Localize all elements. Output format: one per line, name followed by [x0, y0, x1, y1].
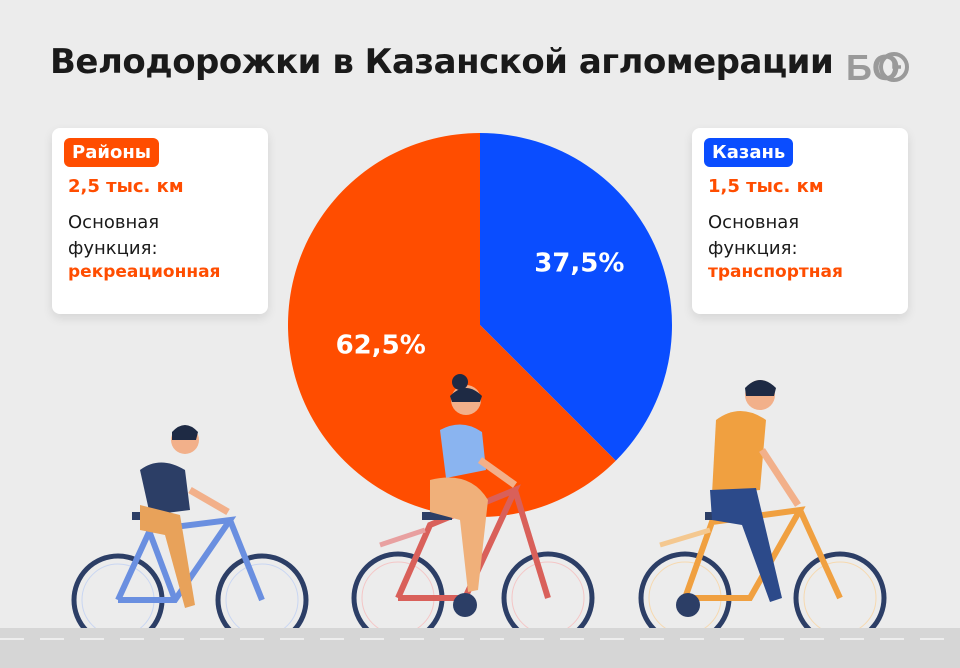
length-kazan: 1,5 тыс. км	[708, 176, 824, 197]
function-kazan: транспортная	[708, 262, 843, 282]
function-districts: рекреационная	[68, 262, 221, 282]
desc-kazan: Основная функция:	[708, 210, 799, 262]
desc-line2: функция:	[68, 238, 158, 259]
badge-kazan: Казань	[704, 138, 794, 167]
desc-line1: Основная	[68, 212, 160, 233]
page-title: Велодорожки в Казанской агломерации	[50, 42, 834, 82]
badge-districts: Районы	[64, 138, 160, 167]
road	[0, 628, 960, 668]
desc-line1: Основная	[708, 212, 800, 233]
desc-line2: функция:	[708, 238, 798, 259]
cyclist-left-illustration	[71, 425, 309, 647]
pie-label-kazan: 37,5%	[534, 248, 624, 278]
pie-slice-kazan	[480, 133, 672, 461]
desc-districts: Основная функция:	[68, 210, 159, 262]
pie-slice-districts	[288, 133, 616, 517]
logo-icon: БО	[846, 47, 909, 88]
card-districts: Районы 2,5 тыс. км Основная функция: рек…	[52, 128, 268, 314]
card-kazan: Казань 1,5 тыс. км Основная функция: тра…	[692, 128, 908, 314]
road-marking	[0, 638, 960, 640]
cyclist-right-illustration	[638, 380, 887, 645]
length-districts: 2,5 тыс. км	[68, 176, 184, 197]
pie-label-districts: 62,5%	[336, 331, 426, 361]
